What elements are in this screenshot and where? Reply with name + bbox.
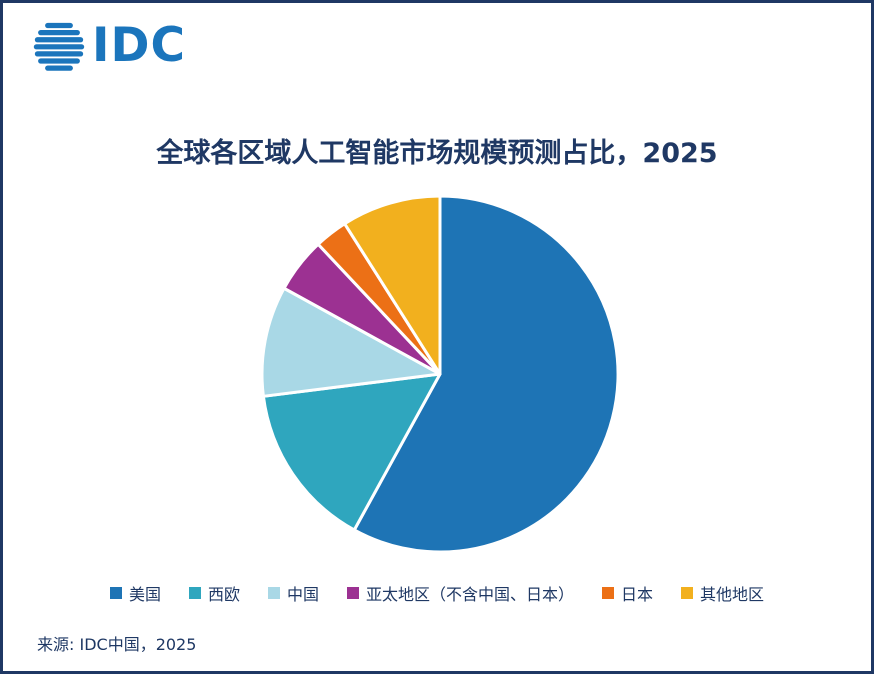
legend-item-3: 中国 [267,581,319,605]
legend-label: 西欧 [207,585,240,604]
legend-item-2: 西欧 [188,581,240,605]
legend-label: 中国 [286,585,319,604]
legend-label: 其他地区 [700,585,765,604]
legend-swatch-icon [109,587,122,599]
legend-item-4: 亚太地区（不含中国、日本） [347,581,574,605]
legend-swatch-icon [188,587,201,599]
pie-chart [253,187,627,561]
chart-legend: 美国 西欧 中国 亚太地区（不含中国、日本） 日本 其他地区 [3,581,871,605]
legend-item-6: 其他地区 [681,581,764,605]
source-note: 来源: IDC中国，2025 [37,635,197,654]
legend-item-5: 日本 [602,581,653,605]
legend-label: 亚太地区（不含中国、日本） [366,585,575,604]
legend-swatch-icon [347,587,359,599]
pie-slice-6 [343,194,442,376]
legend-swatch-icon [267,587,280,599]
idc-logo: IDC [31,19,186,75]
idc-globe-icon [33,22,85,71]
legend-swatch-icon [602,587,615,599]
legend-label: 美国 [128,585,161,604]
pie-slice-3 [260,286,442,398]
legend-item-1: 美国 [109,581,161,605]
pie-slice-1 [352,194,620,554]
pie-chart-svg [260,194,620,554]
legend-swatch-icon [681,587,694,599]
pie-slice-2 [261,372,442,532]
chart-title: 全球各区域人工智能市场规模预测占比，2025 [156,138,718,169]
legend-label: 日本 [621,585,654,604]
idc-logo-text: IDC [92,17,186,73]
